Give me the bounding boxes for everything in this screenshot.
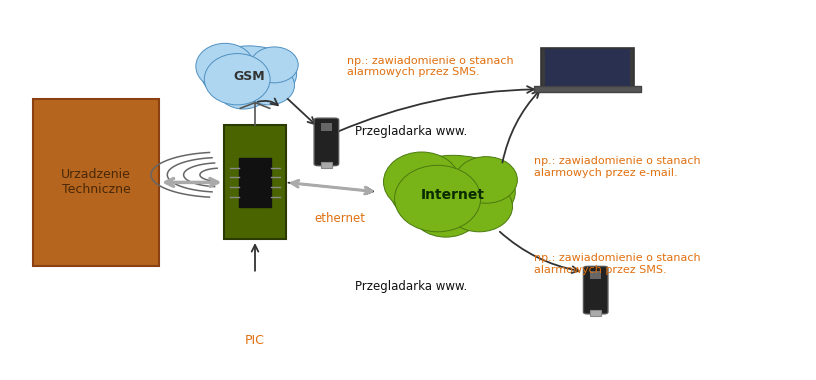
FancyBboxPatch shape [541,48,633,86]
Ellipse shape [251,47,298,83]
FancyBboxPatch shape [545,49,630,86]
Ellipse shape [391,155,516,228]
Ellipse shape [384,152,460,212]
Text: Urzadzenie
Techniczne: Urzadzenie Techniczne [61,168,131,196]
Ellipse shape [217,68,270,109]
FancyBboxPatch shape [240,158,270,207]
Ellipse shape [411,184,481,237]
Text: Przegladarka www.: Przegladarka www. [355,280,468,293]
Text: PIC: PIC [245,334,265,347]
Text: Przegladarka www.: Przegladarka www. [355,125,468,138]
Text: np.: zawiadomienie o stanach
alarmowych przez SMS.: np.: zawiadomienie o stanach alarmowych … [347,56,513,77]
Ellipse shape [196,43,255,89]
FancyBboxPatch shape [33,99,159,266]
FancyBboxPatch shape [583,266,608,314]
Ellipse shape [204,54,270,105]
FancyBboxPatch shape [590,271,601,279]
Ellipse shape [201,46,297,102]
Ellipse shape [243,66,295,105]
FancyBboxPatch shape [321,123,332,131]
Text: ethernet: ethernet [314,212,366,225]
FancyBboxPatch shape [590,310,601,316]
FancyBboxPatch shape [321,162,332,168]
Text: np.: zawiadomienie o stanach
alarmowych przez e-mail.: np.: zawiadomienie o stanach alarmowych … [534,157,701,178]
FancyBboxPatch shape [314,118,339,166]
Ellipse shape [455,157,517,203]
Ellipse shape [446,181,512,232]
Text: Internet: Internet [421,188,485,202]
FancyBboxPatch shape [534,86,641,92]
Ellipse shape [395,165,481,232]
Text: GSM: GSM [233,70,264,83]
FancyBboxPatch shape [224,125,286,239]
Text: np.: zawiadomienie o stanach
alarmowych przez SMS.: np.: zawiadomienie o stanach alarmowych … [534,253,701,275]
